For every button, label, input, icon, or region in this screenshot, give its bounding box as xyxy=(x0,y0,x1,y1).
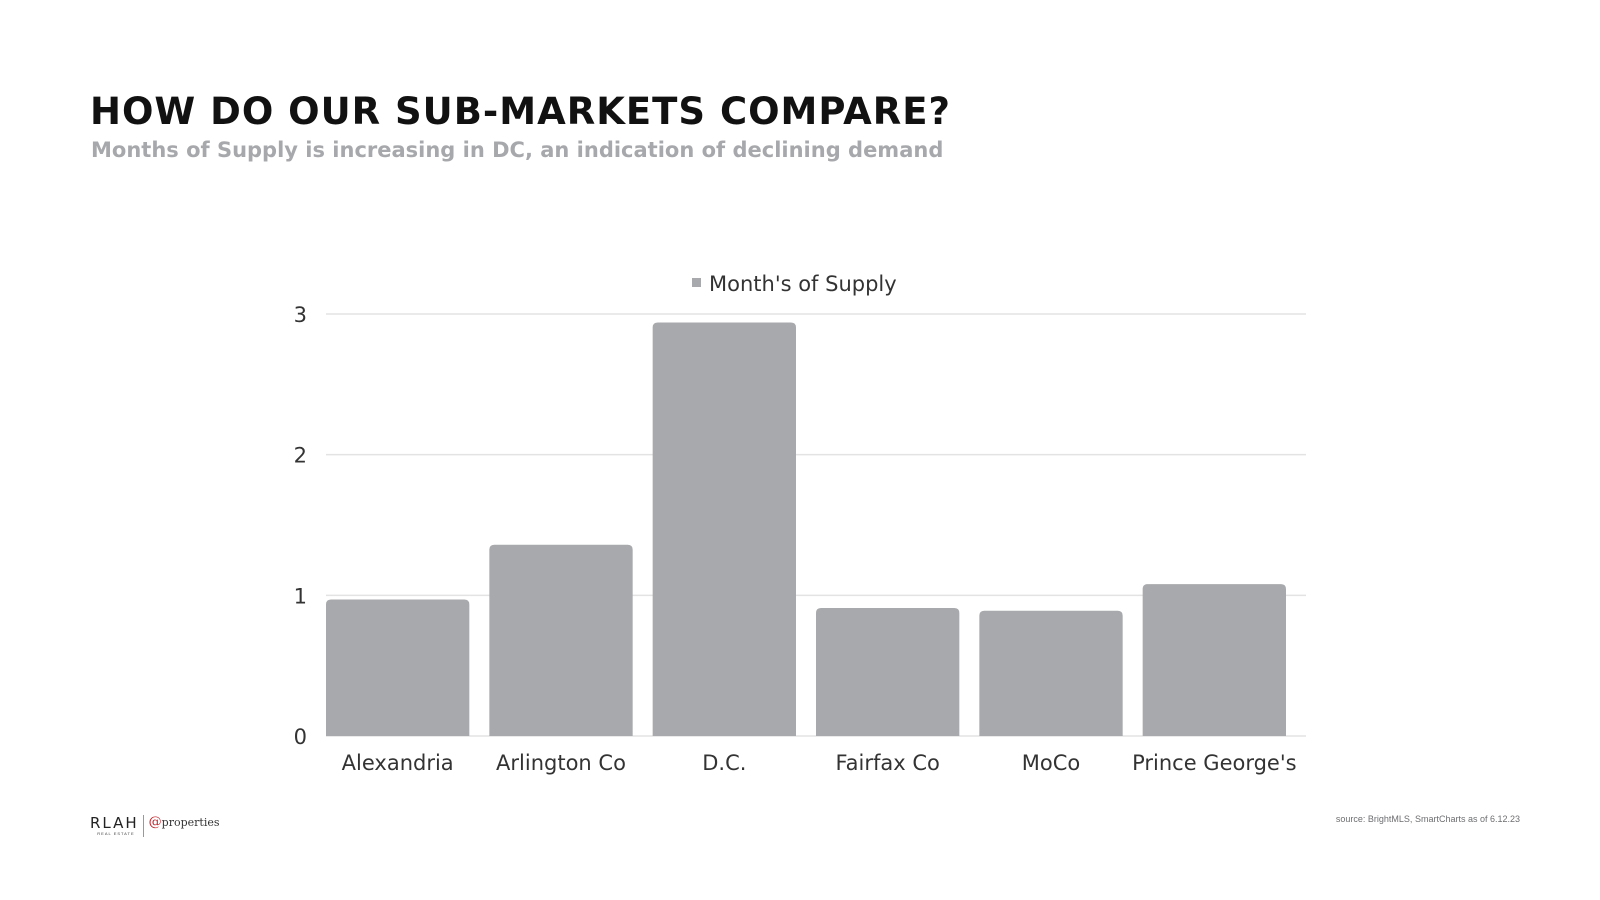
y-tick-label: 1 xyxy=(294,584,307,608)
bar xyxy=(652,322,796,736)
y-tick-label: 2 xyxy=(294,444,307,468)
bar xyxy=(489,544,633,736)
logo-divider xyxy=(142,815,144,837)
bar xyxy=(326,599,470,736)
x-tick-label: Arlington Co xyxy=(496,751,626,775)
x-tick-label: Prince George's xyxy=(1132,751,1296,775)
legend-label: Month's of Supply xyxy=(709,272,897,296)
bar xyxy=(1142,584,1286,736)
y-tick-label: 3 xyxy=(294,303,307,327)
bar xyxy=(816,607,960,736)
rlah-logo-text: RLAH xyxy=(90,814,139,832)
x-tick-label: Alexandria xyxy=(342,751,454,775)
x-tick-label: MoCo xyxy=(1022,751,1080,775)
y-tick-label: 0 xyxy=(294,725,307,749)
bar xyxy=(979,610,1123,736)
rlah-logo-subtext: REAL ESTATE xyxy=(97,831,135,836)
at-properties-logo: @properties xyxy=(149,815,220,831)
legend-swatch xyxy=(692,278,701,287)
at-logo-symbol: @ xyxy=(148,815,162,830)
page-subtitle: Months of Supply is increasing in DC, an… xyxy=(91,138,944,162)
page-title: HOW DO OUR SUB-MARKETS COMPARE? xyxy=(90,90,951,133)
at-logo-text: properties xyxy=(161,816,220,829)
x-tick-label: Fairfax Co xyxy=(835,751,939,775)
source-note: source: BrightMLS, SmartCharts as of 6.1… xyxy=(1335,814,1520,824)
x-tick-label: D.C. xyxy=(702,751,746,775)
rlah-logo: RLAH REAL ESTATE xyxy=(90,815,139,836)
brand-logo: RLAH REAL ESTATE @properties xyxy=(90,815,220,837)
